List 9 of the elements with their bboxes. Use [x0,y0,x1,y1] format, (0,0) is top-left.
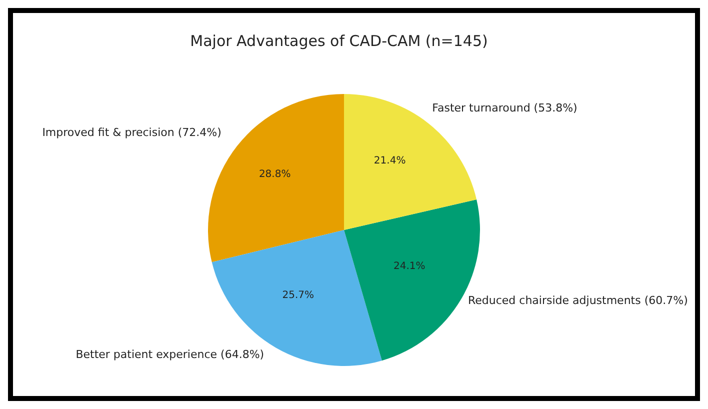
data-label: 21.4% [374,156,406,167]
slice-label: Improved fit & precision (72.4%) [42,126,222,140]
data-label: 24.1% [393,260,426,272]
slice-label: Better patient experience (64.8%) [76,348,264,361]
data-label: 28.8% [258,169,291,180]
slice-label: Reduced chairside adjustments (60.7%) [468,294,688,308]
chart-title: Major Advantages of CAD-CAM (n=145) [190,32,488,50]
data-label: 25.7% [282,290,314,302]
slice-label: Faster turnaround (53.8%) [432,101,578,114]
